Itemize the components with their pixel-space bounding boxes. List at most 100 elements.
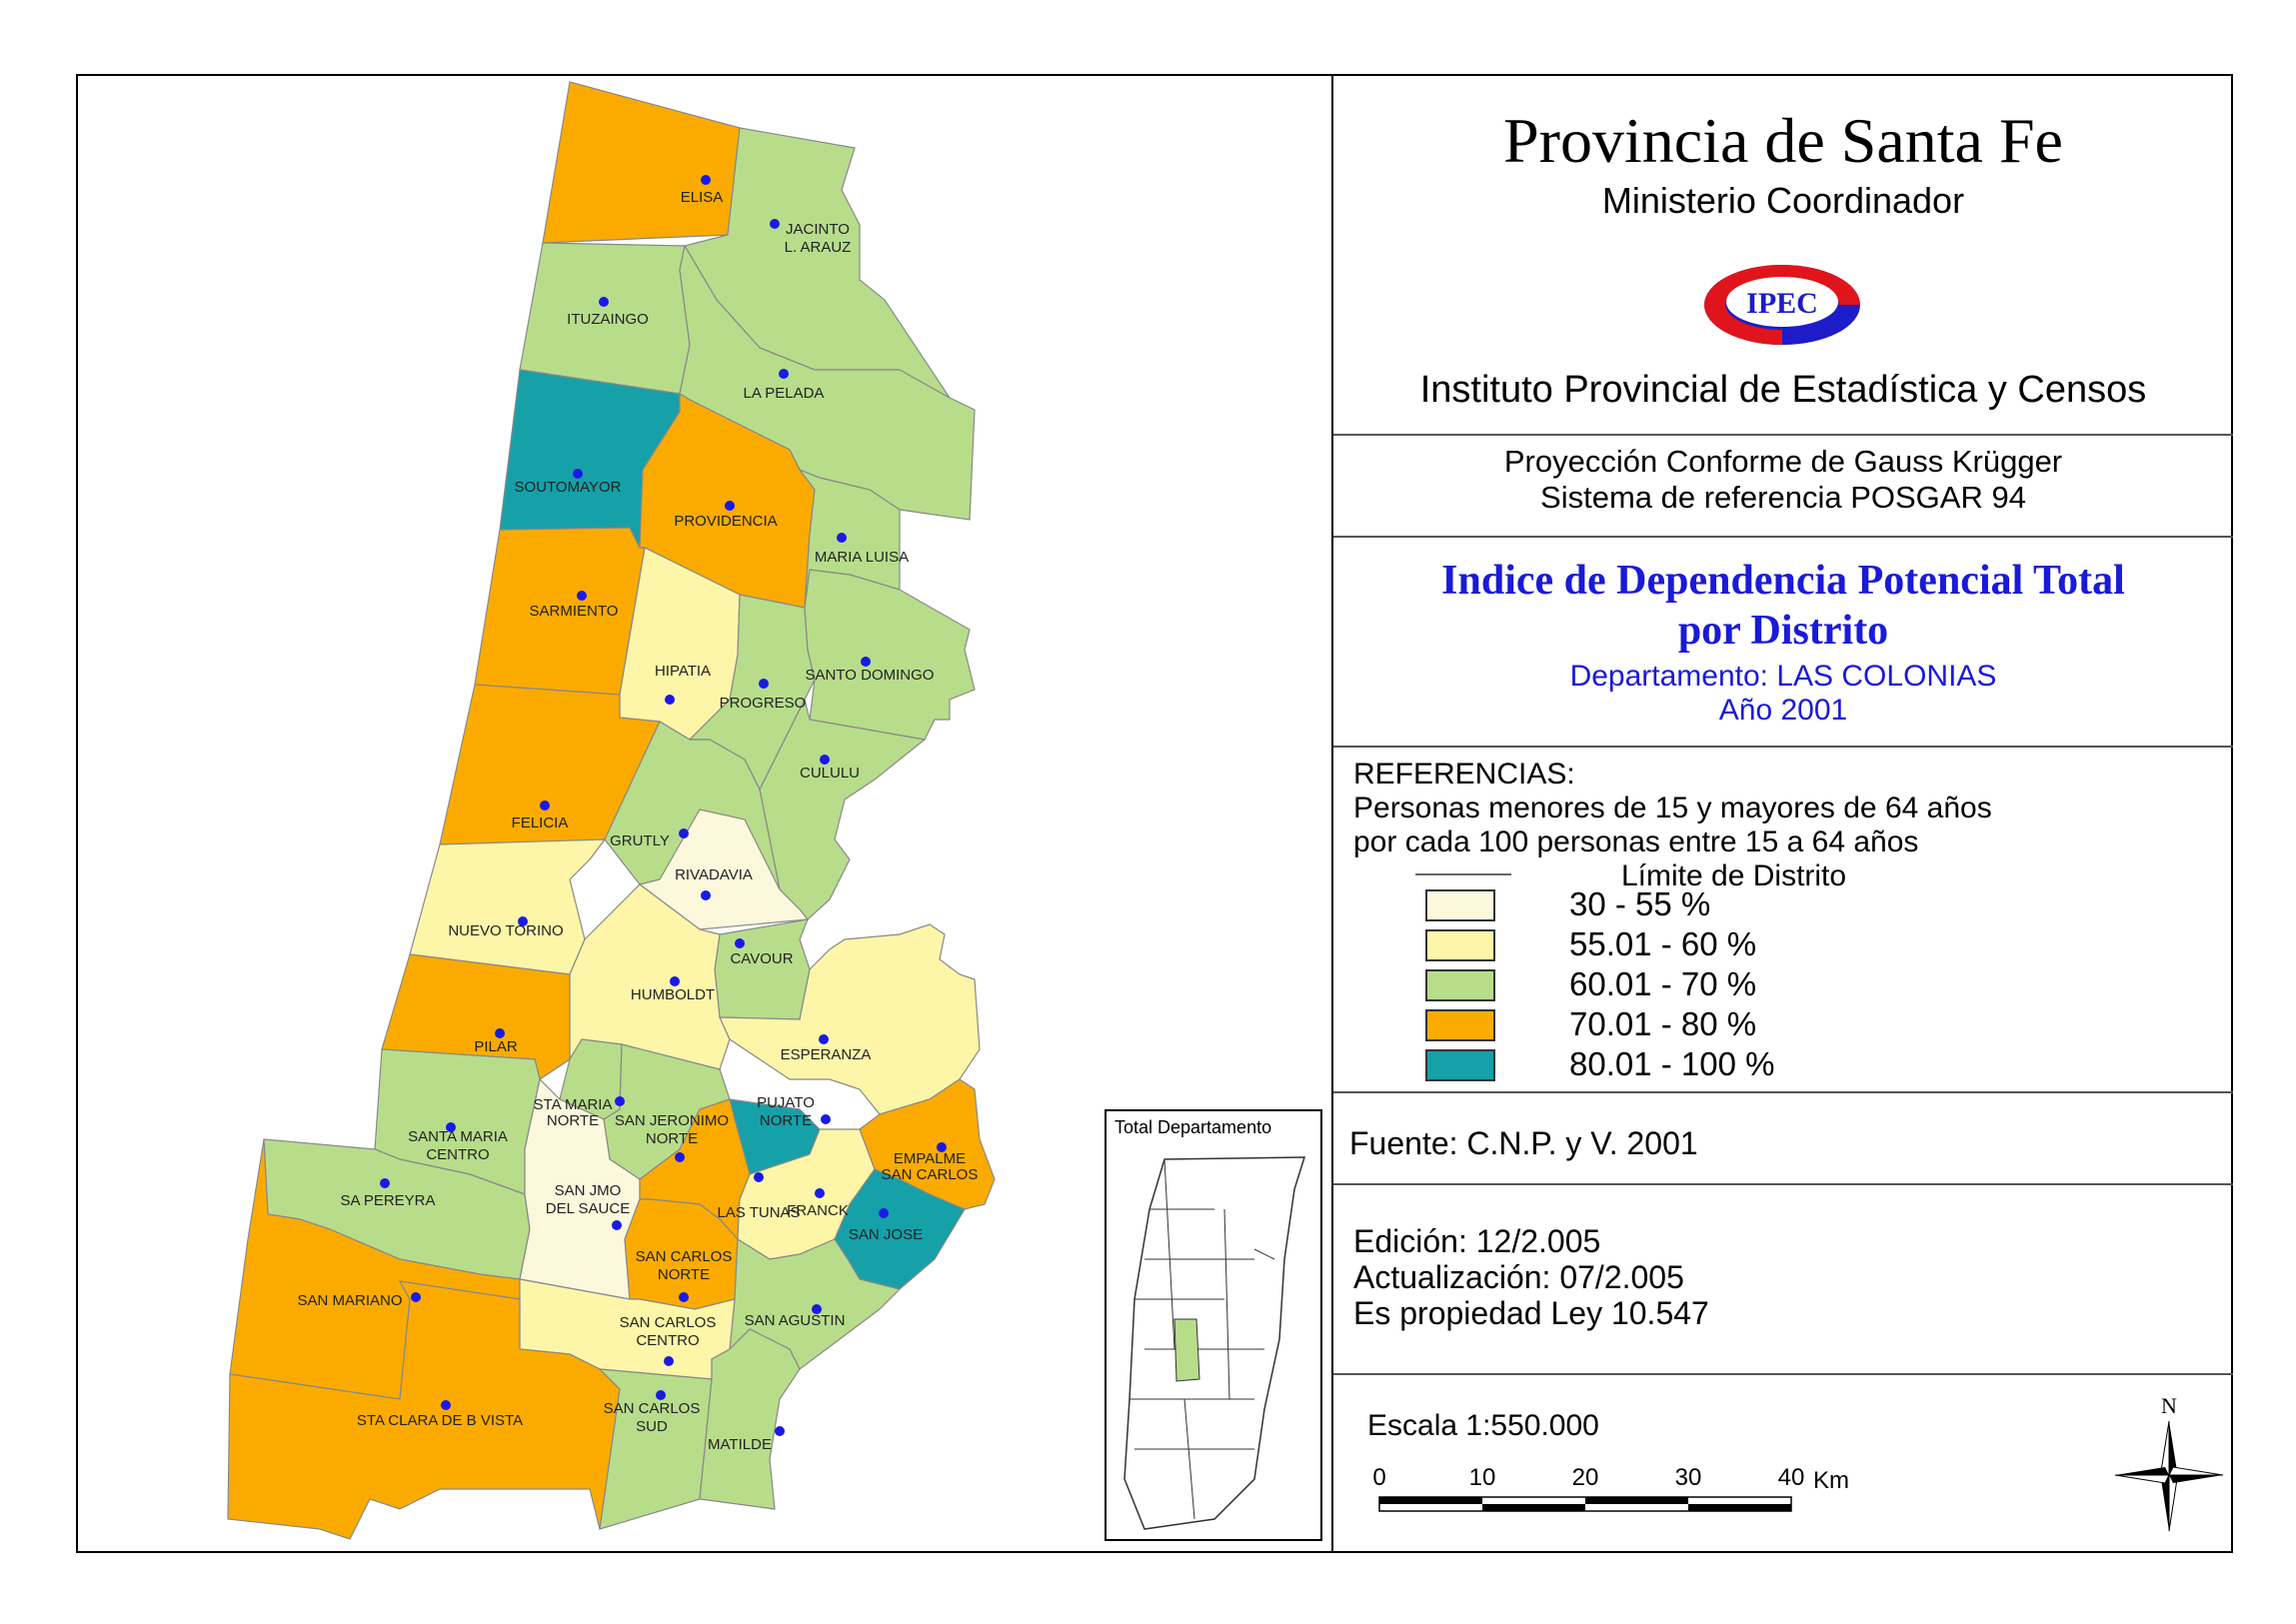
district-point xyxy=(819,1034,829,1044)
district-label: SAN CARLOS xyxy=(604,1400,701,1417)
legend-heading: REFERENCIAS: xyxy=(1353,758,1575,791)
inset-title: Total Departamento xyxy=(1115,1117,1272,1137)
north-label: N xyxy=(2161,1393,2177,1418)
legend-class-label: 60.01 - 70 % xyxy=(1569,965,1757,1002)
institute-name: Instituto Provincial de Estadística y Ce… xyxy=(1419,369,2147,411)
district-label: FELICIA xyxy=(512,814,569,831)
legend-class-label: 30 - 55 % xyxy=(1569,885,1711,922)
district-area xyxy=(719,923,981,1115)
district-label: HIPATIA xyxy=(655,663,711,680)
district-label: SAN JMO xyxy=(555,1182,622,1199)
district-label-line2: NORTE xyxy=(658,1266,710,1283)
district-label: PROGRESO xyxy=(720,695,807,712)
district-point xyxy=(759,679,769,689)
district-label-line2: NORTE xyxy=(760,1112,812,1129)
district-label: SAN MARIANO xyxy=(297,1292,402,1309)
district-label: SA PEREYRA xyxy=(340,1192,435,1209)
district-label: SAN CARLOS xyxy=(636,1248,733,1265)
district-point xyxy=(815,1188,825,1198)
district-label: ITUZAINGO xyxy=(567,311,649,328)
edition-label: Edición: 12/2.005 xyxy=(1353,1223,1601,1259)
district-label: ELISA xyxy=(681,189,724,206)
inset-boundaries xyxy=(1130,1158,1275,1520)
district-label: SANTO DOMINGO xyxy=(806,667,935,684)
district-label: HUMBOLDT xyxy=(631,986,715,1003)
district-label: SAN JERONIMO xyxy=(615,1112,729,1129)
scale-unit: Km xyxy=(1813,1467,1849,1494)
district-point xyxy=(612,1220,622,1230)
district-label: SOUTOMAYOR xyxy=(515,479,622,496)
scale-bar: 0 10 20 30 40 xyxy=(1372,1464,1804,1512)
scale-tick-0: 0 xyxy=(1372,1464,1385,1491)
legend-description-2: por cada 100 personas entre 15 a 64 años xyxy=(1353,825,1919,858)
map-title-line1: Indice de Dependencia Potencial Total xyxy=(1441,558,2125,604)
district-label: MATILDE xyxy=(708,1436,772,1453)
map-title-line2: por Distrito xyxy=(1677,608,1889,654)
district-label-line2: SAN CARLOS xyxy=(882,1166,979,1183)
district-point xyxy=(775,1426,785,1436)
scale-label: Escala 1:550.000 xyxy=(1367,1409,1599,1442)
legend-swatch xyxy=(1425,969,1495,1001)
district-label-line2: SUD xyxy=(636,1418,668,1435)
divider xyxy=(1333,536,2233,538)
district-label: SAN CARLOS xyxy=(620,1314,717,1331)
district-label: LA PELADA xyxy=(744,385,825,402)
district-point xyxy=(599,297,609,307)
scale-tick-10: 10 xyxy=(1469,1464,1496,1491)
divider xyxy=(1333,746,2233,748)
district-point xyxy=(779,369,789,379)
district-point xyxy=(441,1400,451,1410)
divider xyxy=(1333,1091,2233,1093)
district-label: PILAR xyxy=(474,1038,518,1055)
ipec-logo: IPEC xyxy=(1704,265,1860,345)
district-label: SARMIENTO xyxy=(530,603,619,620)
district-point xyxy=(679,1292,689,1302)
district-label: JACINTO xyxy=(786,221,850,238)
ministry-subtitle: Ministerio Coordinador xyxy=(1601,180,1965,221)
panel-divider xyxy=(1331,74,1333,1553)
district-label: SAN JOSE xyxy=(849,1226,923,1243)
source-label: Fuente: C.N.P. y V. 2001 xyxy=(1349,1125,1698,1161)
legend-description-1: Personas menores de 15 y mayores de 64 a… xyxy=(1353,792,1992,824)
district-area xyxy=(714,918,811,1020)
district-point xyxy=(664,1356,674,1366)
district-label: SANTA MARIA xyxy=(408,1128,508,1145)
map-title: Indice de Dependencia Potencial Total po… xyxy=(1333,556,2233,656)
inset-map xyxy=(1124,1156,1306,1530)
logo-text: IPEC xyxy=(1746,287,1818,320)
district-label: RIVADAVIA xyxy=(675,866,753,883)
year-label: Año 2001 xyxy=(1718,694,1848,727)
district-point xyxy=(821,1114,831,1124)
district-point xyxy=(754,1172,764,1182)
scale-tick-20: 20 xyxy=(1572,1464,1599,1491)
district-point xyxy=(665,695,675,705)
info-panel: Provincia de Santa Fe Ministerio Coordin… xyxy=(1333,74,2233,1553)
district-label-line2: DEL SAUCE xyxy=(546,1200,630,1217)
boundary-label: Límite de Distrito xyxy=(1621,859,1847,892)
district-area xyxy=(542,81,741,244)
district-point xyxy=(861,657,871,667)
district-label-line2: CENTRO xyxy=(636,1332,699,1349)
district-point xyxy=(812,1304,822,1314)
district-label: EMPALME xyxy=(894,1150,966,1167)
legend-swatch xyxy=(1425,929,1495,961)
district-label: PROVIDENCIA xyxy=(674,513,777,530)
divider xyxy=(1333,1373,2233,1375)
boundary-line-symbol xyxy=(1415,873,1511,875)
district-point xyxy=(937,1142,947,1152)
district-label: CULULU xyxy=(800,765,860,782)
district-point xyxy=(820,755,830,765)
district-label: FRANCK xyxy=(787,1202,849,1219)
district-label: SAN AGUSTIN xyxy=(745,1312,846,1329)
district-point xyxy=(735,938,745,948)
district-label: CAVOUR xyxy=(730,950,793,967)
province-outline xyxy=(1124,1156,1306,1530)
province-title: Provincia de Santa Fe xyxy=(1503,105,2063,176)
divider xyxy=(1333,434,2233,436)
projection-line1: Proyección Conforme de Gauss Krügger xyxy=(1503,444,2063,479)
district-point xyxy=(518,916,528,926)
district-label: PUJATO xyxy=(757,1094,815,1111)
district-point xyxy=(701,890,711,900)
district-label-line2: L. ARAUZ xyxy=(785,239,852,256)
district-point xyxy=(573,469,583,479)
